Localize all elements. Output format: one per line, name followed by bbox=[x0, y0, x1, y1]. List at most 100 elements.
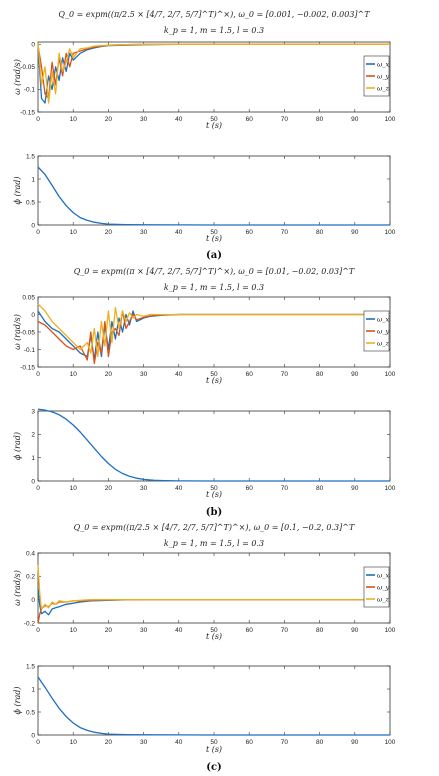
x-tick-label: 20 bbox=[105, 371, 113, 378]
series-line bbox=[37, 676, 390, 736]
series-line-z bbox=[37, 564, 390, 610]
y-axis-label: ω (rad/s) bbox=[13, 570, 22, 606]
y-axis-label: ϕ (rad) bbox=[13, 177, 22, 205]
x-tick-label: 80 bbox=[316, 116, 324, 123]
x-tick-label: 80 bbox=[316, 485, 324, 492]
chart-title: k_p = 1, m = 1.5, l = 0.3 bbox=[164, 539, 264, 548]
x-tick-label: 60 bbox=[246, 627, 254, 634]
x-tick-label: 40 bbox=[175, 485, 183, 492]
y-tick-label: -0.15 bbox=[20, 109, 35, 116]
x-tick-label: 0 bbox=[36, 627, 40, 634]
x-tick-label: 10 bbox=[70, 627, 78, 634]
y-tick-label: -0.15 bbox=[20, 364, 35, 371]
plot-frame bbox=[37, 155, 391, 226]
series-line-y bbox=[37, 599, 390, 624]
x-tick-label: 10 bbox=[70, 485, 78, 492]
x-tick-label: 50 bbox=[210, 485, 218, 492]
x-tick-label: 30 bbox=[140, 627, 148, 634]
x-axis-label: t (s) bbox=[206, 376, 222, 385]
x-tick-label: 50 bbox=[210, 739, 218, 746]
y-tick-label: 0.05 bbox=[22, 294, 35, 301]
x-tick-label: 90 bbox=[351, 229, 359, 236]
legend-label: ω_z bbox=[377, 340, 390, 348]
x-tick-label: 100 bbox=[385, 627, 396, 634]
y-tick-label: 1 bbox=[31, 455, 35, 462]
series-line-x bbox=[37, 42, 390, 104]
legend-label: ω_x bbox=[377, 61, 390, 69]
x-tick-label: 30 bbox=[140, 739, 148, 746]
x-tick-label: 20 bbox=[105, 229, 113, 236]
legend-label: ω_z bbox=[377, 85, 390, 93]
legend-label: ω_y bbox=[377, 584, 390, 592]
y-tick-label: 0 bbox=[31, 42, 35, 49]
x-tick-label: 20 bbox=[105, 485, 113, 492]
x-axis-label: t (s) bbox=[206, 234, 222, 243]
subfigure-label: (c) bbox=[206, 762, 222, 773]
x-tick-label: 20 bbox=[105, 739, 113, 746]
chart-title: k_p = 1, m = 1.5, l = 0.3 bbox=[164, 26, 264, 35]
legend-label: ω_x bbox=[377, 572, 390, 580]
x-tick-label: 50 bbox=[210, 371, 218, 378]
x-tick-label: 100 bbox=[385, 371, 396, 378]
y-tick-label: 1 bbox=[31, 686, 35, 693]
x-tick-label: 70 bbox=[281, 627, 289, 634]
x-tick-label: 70 bbox=[281, 739, 289, 746]
y-axis-label: ω (rad/s) bbox=[13, 59, 22, 95]
x-tick-label: 70 bbox=[281, 371, 289, 378]
x-tick-label: 60 bbox=[246, 229, 254, 236]
y-tick-label: -0.05 bbox=[20, 329, 35, 336]
x-tick-label: 90 bbox=[351, 739, 359, 746]
y-tick-label: -0.2 bbox=[24, 620, 36, 627]
y-tick-label: 1 bbox=[31, 176, 35, 183]
y-tick-label: -0.05 bbox=[20, 64, 35, 71]
x-tick-label: 40 bbox=[175, 116, 183, 123]
y-tick-label: 0 bbox=[31, 312, 35, 319]
x-tick-label: 100 bbox=[385, 739, 396, 746]
y-tick-label: 0 bbox=[31, 222, 35, 229]
x-tick-label: 10 bbox=[70, 371, 78, 378]
x-tick-label: 80 bbox=[316, 627, 324, 634]
x-tick-label: 10 bbox=[70, 116, 78, 123]
x-axis-label: t (s) bbox=[206, 745, 222, 754]
chart-title: Q_0 = expm((π × [4/7, 2/7, 5/7]^T)^×), ω… bbox=[74, 267, 355, 276]
x-tick-label: 90 bbox=[351, 116, 359, 123]
x-tick-label: 20 bbox=[105, 116, 113, 123]
x-tick-label: 60 bbox=[246, 371, 254, 378]
y-tick-label: 0.5 bbox=[26, 199, 35, 206]
x-tick-label: 80 bbox=[316, 739, 324, 746]
legend-label: ω_y bbox=[377, 328, 390, 336]
x-tick-label: 50 bbox=[210, 229, 218, 236]
x-tick-label: 0 bbox=[36, 371, 40, 378]
x-tick-label: 100 bbox=[385, 116, 396, 123]
legend-label: ω_z bbox=[377, 596, 390, 604]
x-tick-label: 30 bbox=[140, 485, 148, 492]
plot-frame bbox=[37, 410, 391, 482]
x-tick-label: 90 bbox=[351, 371, 359, 378]
y-axis-label: ω (rad/s) bbox=[13, 314, 22, 350]
chart-title: Q_0 = expm((π/2.5 × [4/7, 2/7, 5/7]^T)^×… bbox=[58, 10, 370, 19]
plot-frame bbox=[37, 41, 391, 113]
y-tick-label: 0.2 bbox=[26, 574, 35, 581]
x-tick-label: 0 bbox=[36, 116, 40, 123]
subfigure-label: (b) bbox=[206, 507, 222, 518]
y-axis-label: ϕ (rad) bbox=[13, 432, 22, 460]
series-line-y bbox=[37, 310, 390, 365]
x-tick-label: 70 bbox=[281, 116, 289, 123]
series-line-x bbox=[37, 587, 390, 616]
legend-label: ω_x bbox=[377, 316, 390, 324]
x-tick-label: 80 bbox=[316, 371, 324, 378]
y-tick-label: 1.5 bbox=[26, 663, 35, 670]
x-tick-label: 90 bbox=[351, 627, 359, 634]
y-tick-label: 3 bbox=[31, 408, 35, 415]
x-tick-label: 30 bbox=[140, 116, 148, 123]
x-tick-label: 0 bbox=[36, 485, 40, 492]
x-axis-label: t (s) bbox=[206, 490, 222, 499]
x-tick-label: 70 bbox=[281, 229, 289, 236]
x-tick-label: 40 bbox=[175, 371, 183, 378]
x-axis-label: t (s) bbox=[206, 121, 222, 130]
x-tick-label: 60 bbox=[246, 116, 254, 123]
x-tick-label: 0 bbox=[36, 229, 40, 236]
x-axis-label: t (s) bbox=[206, 632, 222, 641]
series-line-z bbox=[37, 42, 390, 104]
y-tick-label: 2 bbox=[31, 432, 35, 439]
